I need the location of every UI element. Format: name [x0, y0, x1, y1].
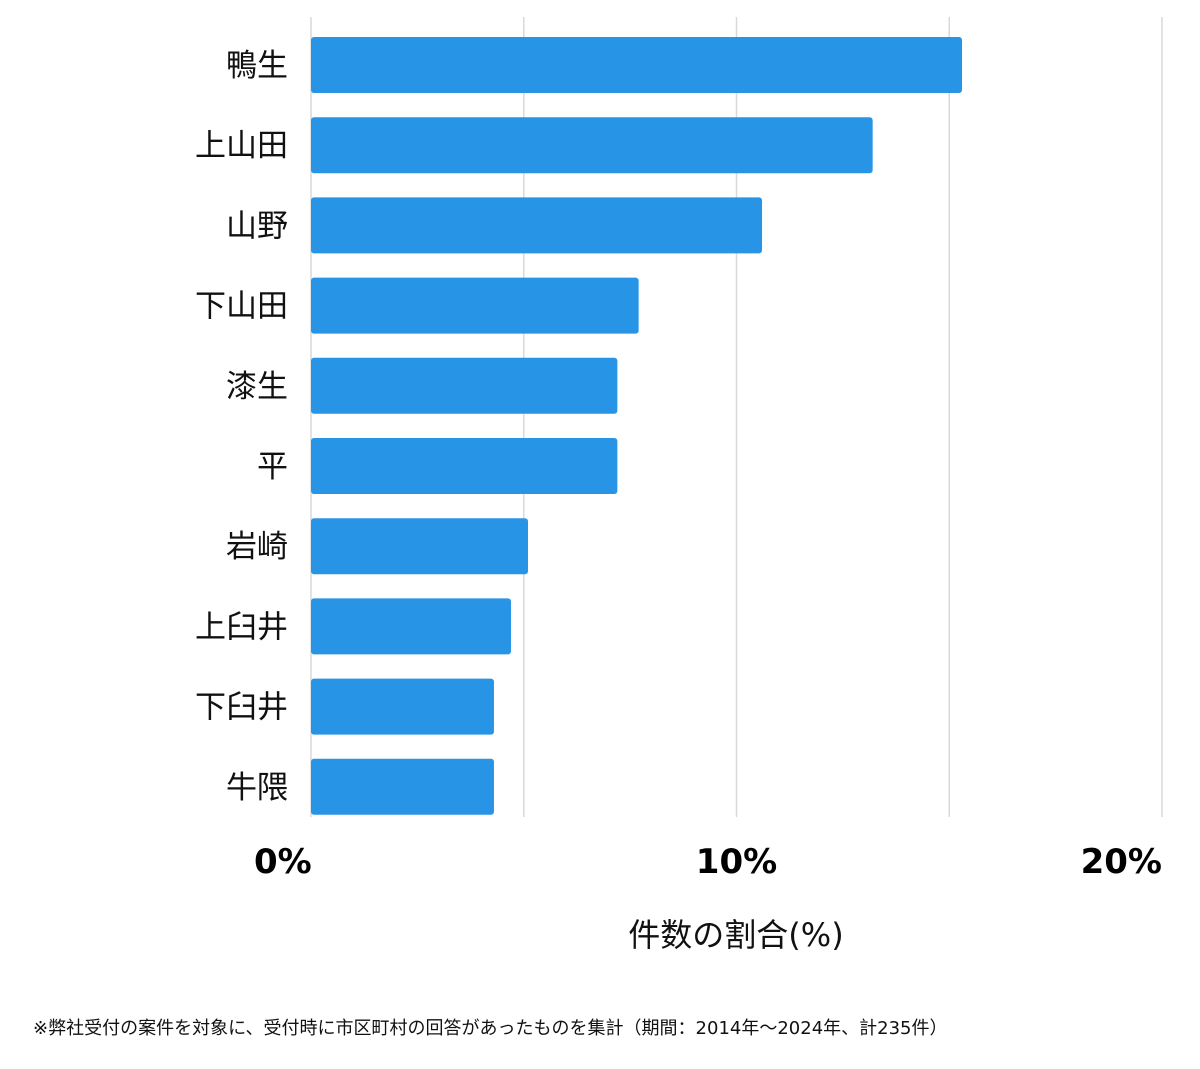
category-label-3: 下山田 — [195, 289, 288, 325]
category-label-4: 漆生 — [226, 369, 288, 405]
x-tick-label-0: 0% — [254, 842, 312, 882]
bar-8 — [311, 678, 494, 735]
footnote: ※弊社受付の案件を対象に、受付時に市区町村の回答があったものを集計（期間：201… — [33, 1018, 948, 1039]
category-label-7: 上臼井 — [195, 609, 288, 645]
bar-6 — [311, 518, 529, 575]
x-tick-label-2: 20% — [1081, 842, 1162, 882]
category-label-8: 下臼井 — [195, 690, 288, 726]
category-label-9: 牛隈 — [226, 770, 288, 806]
bar-3 — [311, 277, 639, 334]
bar-2 — [311, 197, 763, 254]
bar-7 — [311, 598, 511, 655]
bar-0 — [311, 37, 963, 93]
bar-4 — [311, 357, 618, 414]
category-label-6: 岩崎 — [226, 529, 288, 565]
bar-5 — [311, 438, 618, 494]
bar-9 — [311, 758, 494, 815]
category-label-2: 山野 — [226, 208, 288, 244]
category-label-0: 鴨生 — [226, 48, 288, 84]
x-tick-labels: 0% 10% 20% — [254, 842, 1162, 882]
x-tick-label-1: 10% — [696, 842, 777, 882]
bar-1 — [311, 117, 873, 174]
category-label-1: 上山田 — [195, 128, 288, 164]
bars — [311, 37, 963, 815]
x-axis-title: 件数の割合(%) — [628, 916, 843, 954]
category-label-5: 平 — [257, 449, 288, 485]
